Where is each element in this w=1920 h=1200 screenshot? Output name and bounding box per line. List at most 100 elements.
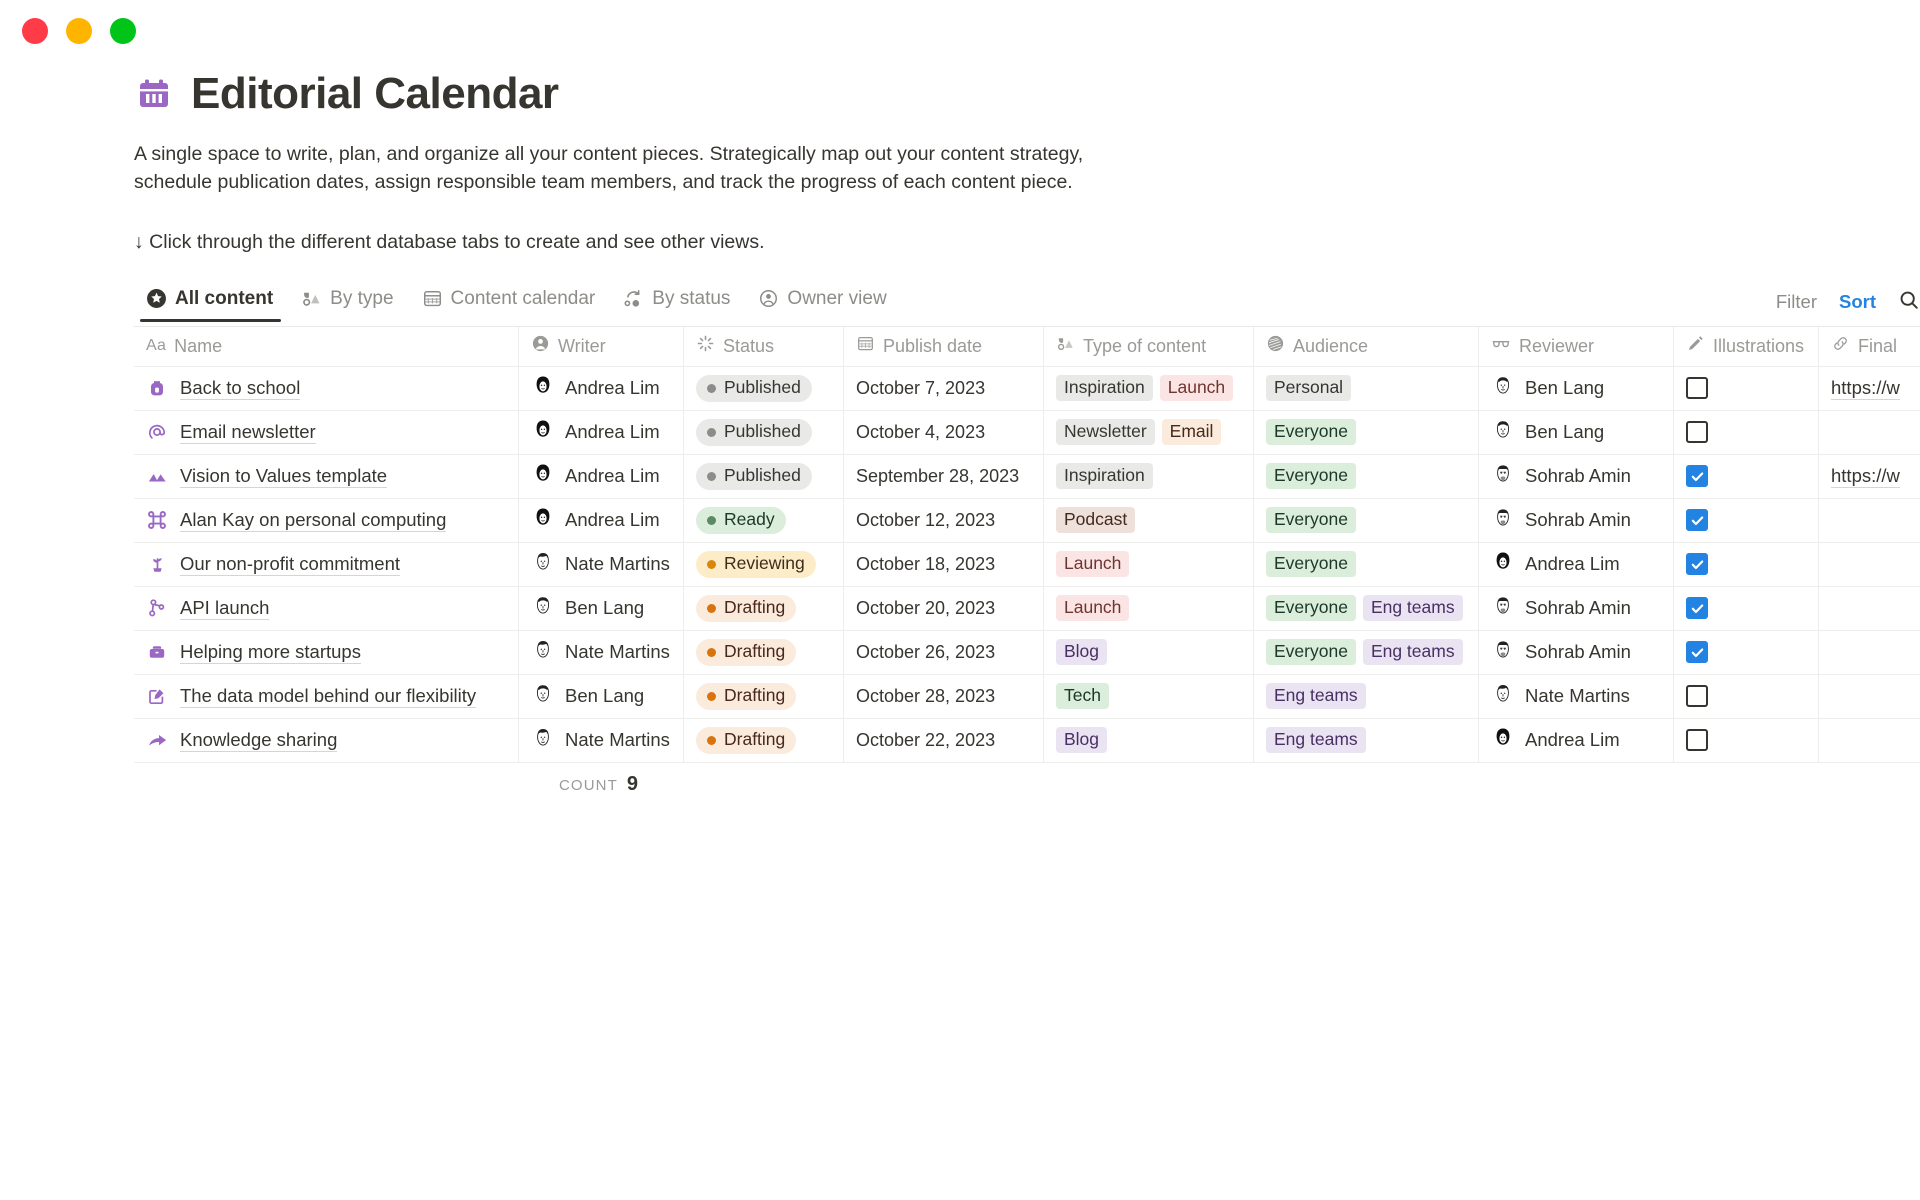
status-badge[interactable]: Drafting — [696, 594, 797, 622]
type-tag[interactable]: Launch — [1056, 551, 1130, 578]
cell-illustrations[interactable] — [1674, 410, 1819, 454]
audience-tag[interactable]: Everyone — [1266, 551, 1356, 578]
cell-status[interactable]: Published — [684, 454, 844, 498]
cell-reviewer[interactable]: Nate Martins — [1479, 674, 1674, 718]
cell-audience[interactable]: Everyone — [1254, 542, 1479, 586]
cell-name[interactable]: Knowledge sharing — [134, 718, 519, 762]
filter-button[interactable]: Filter — [1775, 291, 1817, 313]
cell-status[interactable]: Drafting — [684, 718, 844, 762]
audience-tag[interactable]: Eng teams — [1266, 683, 1366, 710]
cell-reviewer[interactable]: Ben Lang — [1479, 410, 1674, 454]
status-badge[interactable]: Reviewing — [696, 550, 816, 578]
cell-type-of-content[interactable]: Blog — [1044, 718, 1254, 762]
illustrations-checkbox-checked[interactable] — [1686, 597, 1708, 620]
type-tag[interactable]: Podcast — [1056, 507, 1136, 534]
column-header-name[interactable]: Aa Name — [134, 326, 519, 366]
cell-final[interactable] — [1819, 499, 1920, 542]
audience-tag[interactable]: Everyone — [1266, 595, 1356, 622]
cell-illustrations[interactable] — [1674, 498, 1819, 542]
row-title[interactable]: The data model behind our flexibility — [180, 684, 477, 709]
cell-writer[interactable]: Ben Lang — [519, 674, 684, 718]
cell-type-of-content[interactable]: Podcast — [1044, 498, 1254, 542]
type-tag[interactable]: Launch — [1056, 595, 1130, 622]
cell-publish-date[interactable]: October 4, 2023 — [844, 410, 1044, 454]
audience-tag[interactable]: Eng teams — [1362, 595, 1463, 622]
cell-illustrations[interactable] — [1674, 630, 1819, 674]
cell-writer[interactable]: Nate Martins — [519, 630, 684, 674]
column-header-status[interactable]: Status — [684, 326, 844, 366]
column-header-writer[interactable]: Writer — [519, 326, 684, 366]
writer-person[interactable]: Andrea Lim — [531, 374, 660, 403]
row-title[interactable]: Email newsletter — [180, 420, 316, 445]
cell-audience[interactable]: Everyone — [1254, 498, 1479, 542]
cell-status[interactable]: Ready — [684, 498, 844, 542]
cell-type-of-content[interactable]: Blog — [1044, 630, 1254, 674]
illustrations-checkbox-unchecked[interactable] — [1686, 685, 1708, 708]
writer-person[interactable]: Andrea Lim — [531, 462, 660, 491]
window-maximize-button[interactable] — [110, 18, 136, 44]
row-title[interactable]: Helping more startups — [180, 640, 361, 665]
reviewer-person[interactable]: Andrea Lim — [1491, 550, 1620, 579]
window-minimize-button[interactable] — [66, 18, 92, 44]
cell-name[interactable]: Back to school — [134, 366, 519, 410]
cell-writer[interactable]: Andrea Lim — [519, 498, 684, 542]
status-badge[interactable]: Ready — [696, 506, 786, 534]
row-title[interactable]: Knowledge sharing — [180, 728, 338, 753]
cell-audience[interactable]: Eng teams — [1254, 674, 1479, 718]
audience-tag[interactable]: Everyone — [1266, 639, 1356, 666]
cell-reviewer[interactable]: Sohrab Amin — [1479, 586, 1674, 630]
status-badge[interactable]: Drafting — [696, 726, 797, 754]
cell-type-of-content[interactable]: Newsletter Email — [1044, 410, 1254, 454]
cell-audience[interactable]: Eng teams — [1254, 718, 1479, 762]
cell-illustrations[interactable] — [1674, 542, 1819, 586]
cell-publish-date[interactable]: October 7, 2023 — [844, 366, 1044, 410]
column-header-audience[interactable]: Audience — [1254, 326, 1479, 366]
cell-audience[interactable]: Everyone — [1254, 454, 1479, 498]
cell-publish-date[interactable]: October 26, 2023 — [844, 630, 1044, 674]
type-tag[interactable]: Tech — [1056, 683, 1109, 710]
reviewer-person[interactable]: Sohrab Amin — [1491, 638, 1631, 667]
cell-name[interactable]: Email newsletter — [134, 410, 519, 454]
cell-audience[interactable]: Everyone Eng teams — [1254, 630, 1479, 674]
row-title[interactable]: Back to school — [180, 376, 301, 401]
cell-name[interactable]: API launch — [134, 586, 519, 630]
cell-publish-date[interactable]: October 28, 2023 — [844, 674, 1044, 718]
cell-final[interactable]: https://w — [1819, 367, 1920, 410]
illustrations-checkbox-checked[interactable] — [1686, 641, 1708, 664]
writer-person[interactable]: Andrea Lim — [531, 418, 660, 447]
cell-publish-date[interactable]: October 22, 2023 — [844, 718, 1044, 762]
illustrations-checkbox-unchecked[interactable] — [1686, 421, 1708, 444]
cell-status[interactable]: Drafting — [684, 630, 844, 674]
type-tag[interactable]: Newsletter — [1056, 419, 1155, 446]
cell-status[interactable]: Published — [684, 410, 844, 454]
cell-publish-date[interactable]: October 12, 2023 — [844, 498, 1044, 542]
table-row[interactable]: Alan Kay on personal computing Andrea Li… — [134, 498, 1920, 543]
audience-tag[interactable]: Eng teams — [1266, 727, 1366, 754]
type-tag[interactable]: Blog — [1056, 727, 1108, 754]
cell-reviewer[interactable]: Sohrab Amin — [1479, 630, 1674, 674]
reviewer-person[interactable]: Ben Lang — [1491, 418, 1604, 447]
row-title[interactable]: Our non-profit commitment — [180, 552, 401, 577]
column-header-type-of-content[interactable]: Type of content — [1044, 326, 1254, 366]
cell-reviewer[interactable]: Sohrab Amin — [1479, 454, 1674, 498]
cell-reviewer[interactable]: Andrea Lim — [1479, 542, 1674, 586]
reviewer-person[interactable]: Sohrab Amin — [1491, 506, 1631, 535]
column-header-final[interactable]: Final — [1819, 327, 1920, 366]
tab-by-status[interactable]: By status — [609, 288, 744, 322]
cell-status[interactable]: Reviewing — [684, 542, 844, 586]
tab-all-content[interactable]: All content — [134, 288, 287, 322]
row-title[interactable]: Vision to Values template — [180, 464, 388, 489]
cell-type-of-content[interactable]: Inspiration Launch — [1044, 366, 1254, 410]
column-header-publish-date[interactable]: Publish date — [844, 326, 1044, 366]
cell-illustrations[interactable] — [1674, 366, 1819, 410]
reviewer-person[interactable]: Sohrab Amin — [1491, 594, 1631, 623]
cell-type-of-content[interactable]: Launch — [1044, 586, 1254, 630]
final-link[interactable]: https://w — [1831, 376, 1900, 400]
cell-illustrations[interactable] — [1674, 454, 1819, 498]
table-row[interactable]: Email newsletter Andrea Lim Published Oc… — [134, 410, 1920, 455]
cell-writer[interactable]: Ben Lang — [519, 586, 684, 630]
audience-tag[interactable]: Personal — [1266, 375, 1352, 402]
table-row[interactable]: API launch Ben Lang Drafting October 20,… — [134, 586, 1920, 631]
cell-type-of-content[interactable]: Inspiration — [1044, 454, 1254, 498]
table-row[interactable]: Back to school Andrea Lim Published Octo… — [134, 366, 1920, 411]
